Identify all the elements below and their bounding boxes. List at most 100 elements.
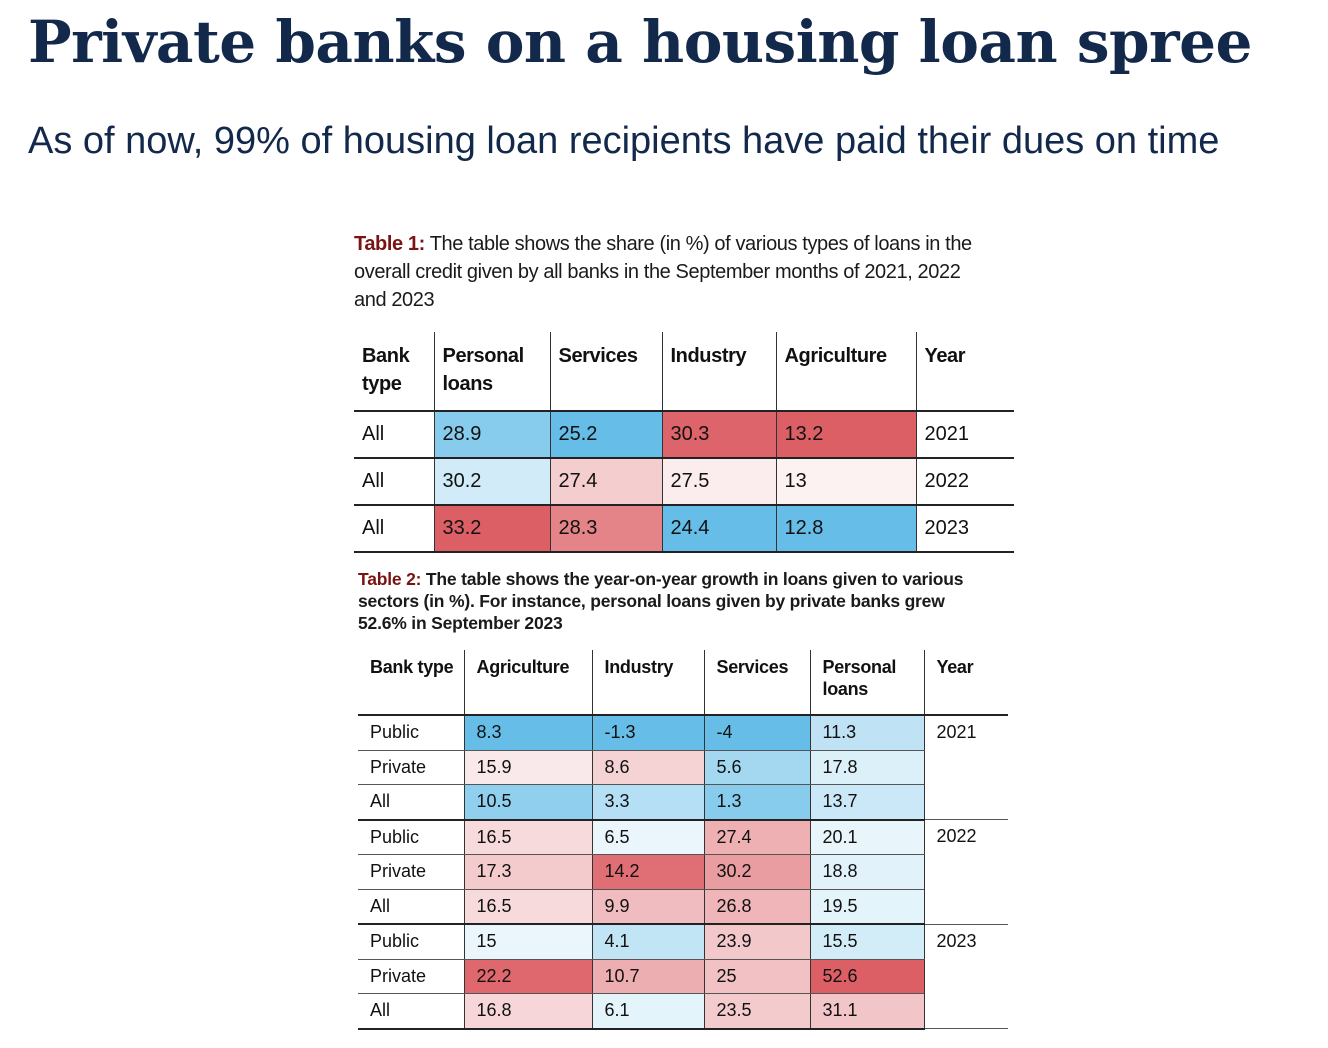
table1-cell-personal: 28.9: [433, 411, 550, 459]
table2-cell-industry: 9.9: [591, 889, 704, 925]
table1-header-row: Bank type Personal loans Services Indust…: [354, 332, 1014, 412]
table2-cell-industry: 6.1: [591, 993, 704, 1030]
table2-cell-bank: All: [358, 889, 464, 925]
table1-cell-industry: 27.5: [661, 458, 776, 506]
table-row: All 30.2 27.4 27.5 13 2022: [354, 458, 1014, 506]
table-row: Private 15.9 8.6 5.6 17.8: [358, 750, 1008, 785]
table2-cell-services: 26.8: [703, 889, 810, 925]
table1-cell-services: 27.4: [549, 458, 662, 506]
table-row: Private 22.2 10.7 25 52.6: [358, 959, 1008, 994]
table2-cell-personal: 20.1: [809, 819, 924, 855]
table2-cell-personal: 52.6: [809, 959, 924, 994]
table-row: Private 17.3 14.2 30.2 18.8: [358, 854, 1008, 890]
table2-cell-services: 1.3: [703, 784, 810, 821]
table2-cell-services: 5.6: [703, 750, 810, 785]
table2-cell-year: 2023: [923, 924, 1008, 1029]
table2-cell-agriculture: 15.9: [463, 750, 592, 785]
table2-cell-services: -4: [703, 715, 810, 751]
table2-cell-year: 2021: [923, 715, 1008, 820]
table2-cell-agriculture: 10.5: [463, 784, 592, 821]
table2-cell-personal: 15.5: [809, 924, 924, 960]
table1-cell-services: 28.3: [549, 505, 662, 553]
table2-cell-year: 2022: [923, 819, 1008, 925]
table-row: Public 15 4.1 23.9 15.5 2023: [358, 924, 1008, 1029]
table2-cell-industry: 3.3: [591, 784, 704, 821]
table2-cell-industry: 4.1: [591, 924, 704, 960]
table2-cell-bank: Private: [358, 750, 464, 785]
table2-cell-services: 23.5: [703, 993, 810, 1030]
table2-cell-services: 23.9: [703, 924, 810, 960]
table1-cell-agriculture: 13: [775, 458, 916, 506]
table-row: All 16.5 9.9 26.8 19.5: [358, 889, 1008, 925]
table1-cell-year: 2023: [915, 505, 1014, 553]
table2-cell-personal: 31.1: [809, 993, 924, 1030]
table-row: All 33.2 28.3 24.4 12.8 2023: [354, 505, 1014, 553]
table2-cell-agriculture: 8.3: [463, 715, 592, 751]
table2-cell-services: 30.2: [703, 854, 810, 890]
table1-col-header: Bank type: [354, 332, 434, 412]
table2-cell-agriculture: 22.2: [463, 959, 592, 994]
table2-caption-label: Table 2:: [358, 569, 422, 589]
table2-body: Public 8.3 -1.3 -4 11.3 2021 Private 15.9 8.6 5.6…: [358, 715, 1008, 1030]
table2-cell-industry: -1.3: [591, 715, 704, 751]
table2-loan-growth: Bank type Agriculture Industry Services …: [358, 650, 1008, 1030]
table2-cell-bank: Public: [358, 715, 464, 751]
table1-cell-personal: 33.2: [433, 505, 550, 553]
table2-cell-bank: All: [358, 993, 464, 1030]
table1-credit-share: Bank type Personal loans Services Indust…: [354, 332, 1014, 553]
table2-cell-personal: 17.8: [809, 750, 924, 785]
table1-cell-bank: All: [354, 411, 434, 459]
table2-cell-agriculture: 16.5: [463, 889, 592, 925]
table2-cell-bank: Public: [358, 819, 464, 855]
table1-caption: Table 1: The table shows the share (in %…: [354, 230, 994, 314]
headline: Private banks on a housing loan spree: [28, 8, 1252, 76]
table1-cell-agriculture: 13.2: [775, 411, 916, 459]
table2-cell-personal: 18.8: [809, 854, 924, 890]
subheadline: As of now, 99% of housing loan recipient…: [28, 120, 1220, 162]
table1-cell-year: 2022: [915, 458, 1014, 506]
table2-cell-bank: Private: [358, 959, 464, 994]
table1-cell-personal: 30.2: [433, 458, 550, 506]
table2-col-header: Bank type: [358, 650, 464, 716]
table1-col-header: Personal loans: [433, 332, 550, 412]
table2-cell-services: 27.4: [703, 819, 810, 855]
table2-cell-services: 25: [703, 959, 810, 994]
table2-cell-industry: 10.7: [591, 959, 704, 994]
table2-cell-agriculture: 16.8: [463, 993, 592, 1030]
table-row: All 28.9 25.2 30.3 13.2 2021: [354, 411, 1014, 459]
table1-cell-year: 2021: [915, 411, 1014, 459]
table2-cell-personal: 11.3: [809, 715, 924, 751]
table-row: All 16.8 6.1 23.5 31.1: [358, 993, 1008, 1030]
table1-col-header: Year: [915, 332, 1014, 412]
table1-cell-industry: 24.4: [661, 505, 776, 553]
table-row: All 10.5 3.3 1.3 13.7: [358, 784, 1008, 821]
table1-caption-label: Table 1:: [354, 233, 425, 255]
table2-col-header: Industry: [591, 650, 704, 716]
table2-cell-agriculture: 15: [463, 924, 592, 960]
table2-col-header: Agriculture: [463, 650, 592, 716]
table2-cell-industry: 8.6: [591, 750, 704, 785]
table2-col-header: Services: [703, 650, 810, 716]
table2-cell-industry: 6.5: [591, 819, 704, 855]
table-row: Public 8.3 -1.3 -4 11.3 2021: [358, 715, 1008, 820]
table1-cell-services: 25.2: [549, 411, 662, 459]
table1-col-header: Services: [549, 332, 662, 412]
table2-cell-agriculture: 16.5: [463, 819, 592, 855]
table2-caption-text: The table shows the year-on-year growth …: [358, 569, 964, 633]
table2-cell-bank: All: [358, 784, 464, 821]
table1-col-header: Industry: [661, 332, 776, 412]
table-row: Public 16.5 6.5 27.4 20.1 2022: [358, 819, 1008, 925]
table1-cell-agriculture: 12.8: [775, 505, 916, 553]
table1-caption-text: The table shows the share (in %) of vari…: [354, 233, 972, 311]
table1-cell-industry: 30.3: [661, 411, 776, 459]
table2-caption: Table 2: The table shows the year-on-yea…: [358, 568, 978, 634]
table2-cell-agriculture: 17.3: [463, 854, 592, 890]
table2-cell-personal: 13.7: [809, 784, 924, 821]
table2-cell-bank: Public: [358, 924, 464, 960]
table2-cell-bank: Private: [358, 854, 464, 890]
table2-cell-personal: 19.5: [809, 889, 924, 925]
table2-col-header: Personal loans: [809, 650, 924, 716]
table2-col-header: Year: [923, 650, 1008, 716]
table2-header-row: Bank type Agriculture Industry Services …: [358, 650, 1008, 716]
table1-cell-bank: All: [354, 458, 434, 506]
